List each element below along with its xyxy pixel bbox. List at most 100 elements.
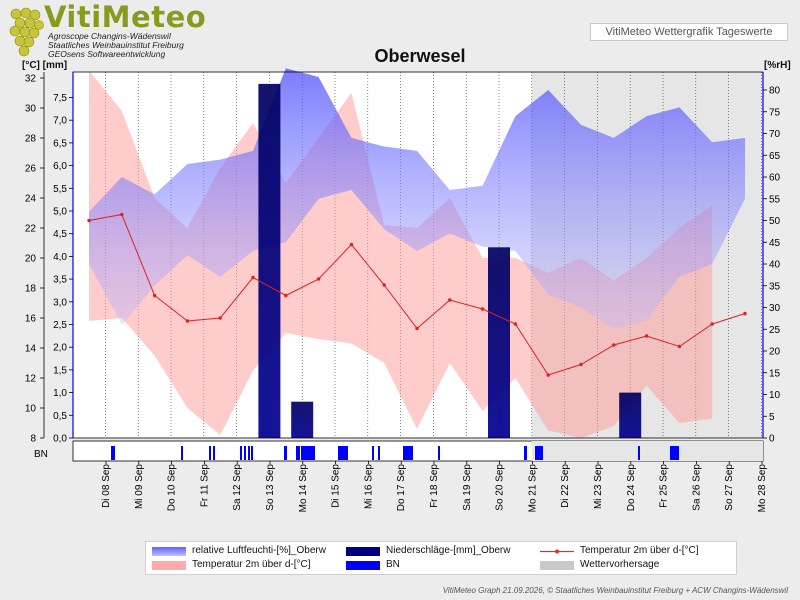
precip-bar-15 [291, 401, 314, 438]
precip-tick-label: 5,5 [53, 184, 67, 195]
precip-tick-label: 4,0 [53, 252, 67, 263]
temp-tick-label: 26 [25, 164, 37, 175]
bn-mark [372, 446, 374, 460]
x-tick-label: Sa 26 Sep [691, 464, 702, 511]
temp-tick-label: 24 [25, 194, 37, 205]
x-tick-label: Do 10 Sep [167, 464, 178, 512]
temp-tick-label: 16 [25, 314, 37, 325]
x-tick-label: Mi 16 Sep [363, 464, 374, 509]
humidity-tick-label: 25 [769, 325, 781, 336]
legend-item-forecast: Wettervorhersage [540, 558, 730, 572]
bn-mark [338, 446, 348, 460]
humidity-tick-label: 50 [769, 216, 781, 227]
precip-tick-label: 4,5 [53, 229, 67, 240]
chart-legend: relative Luftfeuchti-[%]_Oberw Niedersch… [145, 541, 737, 575]
x-tick-label: Mo 21 Sep [527, 464, 538, 513]
temp-tick-label: 20 [25, 254, 37, 265]
footer-credit: VitiMeteo Graph 21.09.2026, © Staatliche… [442, 586, 788, 595]
humidity-tick-label: 0 [769, 434, 775, 445]
bn-mark [296, 446, 300, 460]
precip-tick-label: 2,0 [53, 343, 67, 354]
temp-mean-point [284, 293, 288, 298]
logo-subtitle-1: Agroscope Changins-Wädenswil [48, 31, 171, 41]
precip-tick-label: 6,5 [53, 138, 67, 149]
left-axis-unit: [°C] [mm] [22, 60, 68, 71]
humidity-tick-label: 80 [769, 86, 781, 97]
precip-tick-label: 3,5 [53, 275, 67, 286]
legend-item-bn: BN [346, 558, 536, 572]
precip-tick-label: 3,0 [53, 297, 67, 308]
x-tick-label: Mi 09 Sep [134, 464, 145, 509]
temp-mean-point [382, 283, 386, 287]
legend-swatch-forecast [540, 561, 574, 570]
app-title: VitiMeteo Wettergrafik Tageswerte [590, 23, 788, 41]
precip-tick-label: 6,0 [53, 161, 67, 172]
right-axis-unit: [%rH] [764, 60, 791, 71]
temp-tick-label: 8 [30, 434, 36, 445]
logo-title: VitiMeteo [44, 0, 207, 34]
temp-mean-point [448, 298, 452, 302]
legend-item-temp-range: Temperatur 2m über d-[°C] [152, 558, 342, 572]
humidity-tick-label: 30 [769, 303, 781, 314]
x-tick-label: So 13 Sep [265, 464, 276, 511]
bn-mark [438, 446, 440, 460]
humidity-area [89, 68, 745, 330]
bn-mark [251, 446, 253, 460]
precip-tick-label: 1,5 [53, 365, 67, 376]
x-tick-label: Fr 18 Sep [429, 464, 440, 508]
precip-tick-label: 7,0 [53, 116, 67, 127]
legend-item-humidity: relative Luftfeuchti-[%]_Oberw [152, 544, 342, 558]
temp-tick-label: 30 [25, 104, 37, 115]
temp-mean-point [152, 293, 157, 298]
precip-tick-label: 7,5 [53, 93, 67, 104]
temp-mean-point [415, 326, 419, 331]
bn-forecast-region [531, 441, 763, 461]
humidity-tick-label: 5 [769, 412, 775, 423]
precip-tick-label: 2,5 [53, 320, 67, 331]
temp-tick-label: 12 [25, 374, 37, 385]
logo-subtitle-2: Staatliches Weinbauinstitut Freiburg [48, 40, 184, 50]
legend-item-temp-mean: Temperatur 2m über d-[°C] [540, 544, 730, 558]
bn-mark [209, 446, 211, 460]
bn-mark [638, 446, 640, 460]
bn-mark [403, 446, 413, 460]
bn-mark [284, 446, 287, 460]
precip-bar-21 [488, 247, 510, 438]
temp-mean-point [349, 242, 354, 247]
bn-label: BN [34, 449, 48, 460]
x-tick-label: Do 17 Sep [396, 464, 407, 512]
x-tick-label: Di 08 Sep [101, 464, 112, 508]
legend-swatch-temp-mean [540, 549, 574, 554]
x-tick-label: Fr 11 Sep [199, 464, 210, 508]
temp-mean-point [480, 307, 485, 311]
temp-mean-point [644, 334, 649, 338]
temp-mean-point [87, 218, 91, 223]
x-tick-label: Do 24 Sep [626, 464, 637, 512]
bn-mark [181, 446, 183, 460]
temp-mean-point [251, 275, 255, 280]
humidity-tick-label: 60 [769, 173, 781, 184]
x-tick-label: So 27 Sep [724, 464, 735, 511]
temp-tick-label: 18 [25, 284, 37, 295]
humidity-tick-label: 70 [769, 129, 781, 140]
temp-mean-point [513, 322, 518, 326]
humidity-tick-label: 10 [769, 390, 781, 401]
temp-mean-point [579, 362, 583, 367]
precip-tick-label: 5,0 [53, 207, 67, 218]
precip-tick-label: 0,5 [53, 411, 67, 422]
bn-mark [301, 446, 315, 460]
precip-tick-label: 1,0 [53, 388, 67, 399]
precip-tick-label: 0,0 [53, 434, 67, 445]
temp-mean-point [612, 343, 616, 347]
grape-logo-icon [9, 7, 44, 57]
humidity-tick-label: 20 [769, 347, 781, 358]
x-tick-label: Di 15 Sep [331, 464, 342, 508]
temp-tick-label: 14 [25, 344, 37, 355]
humidity-tick-label: 65 [769, 151, 781, 162]
bn-mark [111, 446, 115, 460]
bn-mark [676, 446, 679, 460]
bn-mark [244, 446, 246, 460]
legend-item-precipitation: Niederschläge-[mm]_Oberw [346, 544, 536, 558]
bn-mark [535, 446, 543, 460]
